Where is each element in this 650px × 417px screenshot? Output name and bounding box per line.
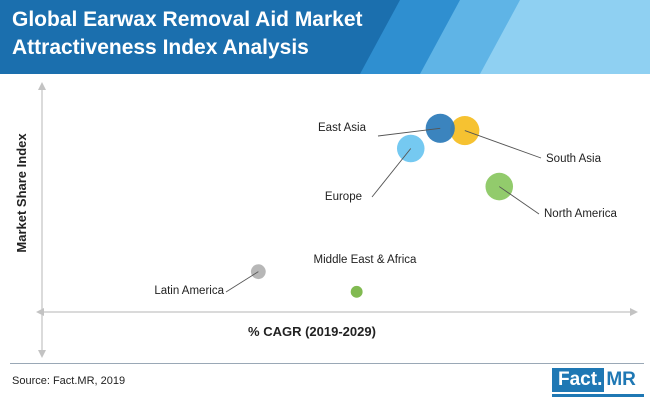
bubble-chart: Latin America Middle East & Africa Europe S… <box>14 82 638 358</box>
factmr-logo: Fact. MR <box>552 368 640 392</box>
leader-north-america <box>498 186 540 215</box>
leader-europe <box>371 148 412 198</box>
y-axis-label: Market Share Index <box>14 133 29 253</box>
leader-latin-america <box>225 271 259 293</box>
logo-underline <box>552 394 644 397</box>
label-east-asia: East Asia <box>318 122 367 134</box>
logo-part-1: Fact. <box>558 369 603 390</box>
bubbles <box>250 113 514 298</box>
bubble-middle-east-africa <box>350 285 363 298</box>
data-labels: Latin America Middle East & Africa Europe S… <box>154 122 617 297</box>
leader-lines <box>225 127 542 293</box>
banner-main <box>0 0 400 74</box>
leader-south-asia <box>464 130 542 159</box>
x-axis-arrow-left <box>36 308 44 316</box>
source-note: Source: Fact.MR, 2019 <box>12 375 126 387</box>
logo-part-2: MR <box>604 368 640 392</box>
y-axis-arrow-top <box>38 82 46 90</box>
label-europe: Europe <box>325 191 362 203</box>
leader-east-asia <box>377 127 441 137</box>
x-axis-label: % CAGR (2019-2029) <box>248 324 376 339</box>
title-line-1: Global Earwax Removal Aid Market <box>12 8 363 31</box>
chart-title: Global Earwax Removal Aid Market Attract… <box>12 6 363 62</box>
bubble-latin-america <box>250 264 266 280</box>
label-north-america: North America <box>544 208 617 220</box>
x-axis-arrow-right <box>630 308 638 316</box>
axes <box>36 82 638 358</box>
label-latin-america: Latin America <box>154 285 224 297</box>
title-banner <box>0 0 650 74</box>
y-axis-arrow-bottom <box>38 350 46 358</box>
title-line-2: Attractiveness Index Analysis <box>12 36 309 59</box>
label-south-asia: South Asia <box>546 153 602 165</box>
label-middle-east-africa: Middle East & Africa <box>314 254 418 266</box>
footer-divider <box>10 363 644 364</box>
